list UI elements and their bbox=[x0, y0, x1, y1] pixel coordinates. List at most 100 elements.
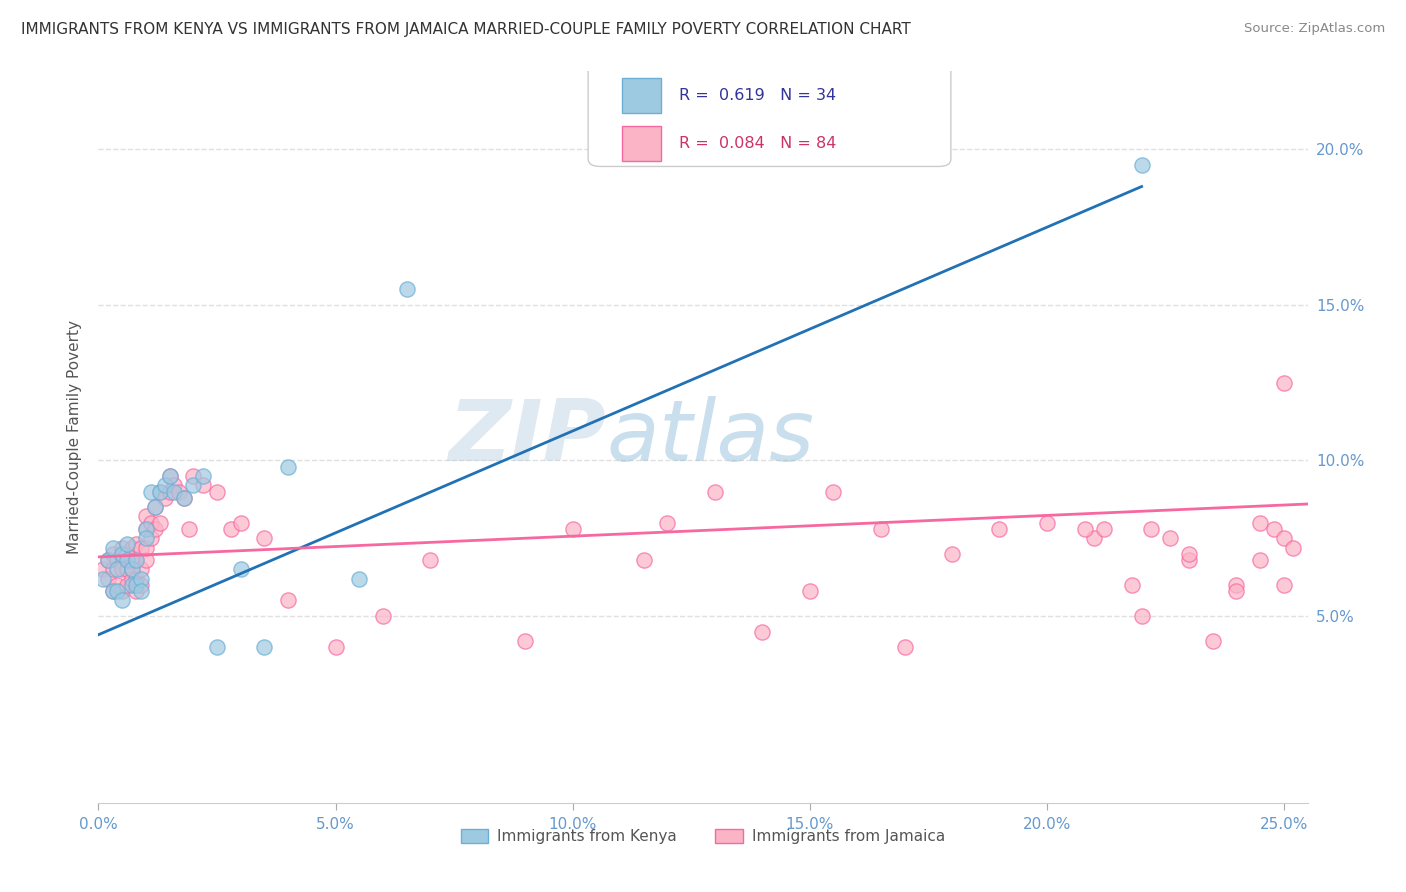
Point bbox=[91, 572, 114, 586]
Point bbox=[167, 484, 190, 499]
Point bbox=[253, 531, 276, 545]
Point bbox=[1121, 578, 1143, 592]
Point bbox=[1178, 547, 1201, 561]
Point bbox=[135, 531, 157, 545]
Point bbox=[135, 541, 157, 555]
Point bbox=[419, 553, 441, 567]
Text: R =  0.084   N = 84: R = 0.084 N = 84 bbox=[679, 136, 837, 152]
Point bbox=[135, 522, 157, 536]
Point bbox=[941, 547, 963, 561]
Point bbox=[121, 553, 143, 567]
Point bbox=[111, 562, 134, 576]
FancyBboxPatch shape bbox=[588, 49, 950, 167]
Point bbox=[97, 553, 120, 567]
Point bbox=[101, 547, 124, 561]
Point bbox=[1036, 516, 1059, 530]
Point bbox=[173, 491, 195, 505]
Point bbox=[105, 562, 128, 576]
Point bbox=[91, 562, 114, 576]
Point bbox=[111, 584, 134, 599]
Point bbox=[129, 562, 152, 576]
Point bbox=[139, 484, 162, 499]
Point bbox=[229, 516, 252, 530]
Point bbox=[163, 484, 186, 499]
Point bbox=[105, 553, 128, 567]
Point bbox=[347, 572, 370, 586]
Point bbox=[129, 578, 152, 592]
Y-axis label: Married-Couple Family Poverty: Married-Couple Family Poverty bbox=[67, 320, 83, 554]
Text: ZIP: ZIP bbox=[449, 395, 606, 479]
Point bbox=[101, 584, 124, 599]
Point bbox=[1225, 578, 1247, 592]
Point bbox=[97, 553, 120, 567]
Point bbox=[1159, 531, 1181, 545]
Point bbox=[751, 624, 773, 639]
Point bbox=[181, 478, 204, 492]
Point bbox=[139, 531, 162, 545]
Point bbox=[159, 469, 181, 483]
Point bbox=[253, 640, 276, 655]
Point bbox=[1140, 522, 1163, 536]
Point bbox=[1073, 522, 1095, 536]
Point bbox=[121, 562, 143, 576]
Point bbox=[1272, 578, 1295, 592]
Point bbox=[115, 553, 138, 567]
Point bbox=[1249, 516, 1271, 530]
Point bbox=[125, 584, 148, 599]
Point bbox=[115, 537, 138, 551]
Point bbox=[125, 553, 148, 567]
Point bbox=[1130, 158, 1153, 172]
Point bbox=[149, 516, 172, 530]
Point bbox=[1202, 634, 1225, 648]
Point bbox=[115, 578, 138, 592]
Point bbox=[135, 509, 157, 524]
Point bbox=[129, 572, 152, 586]
Point bbox=[181, 469, 204, 483]
Point bbox=[219, 522, 242, 536]
Point bbox=[1263, 522, 1285, 536]
Point bbox=[325, 640, 347, 655]
Point bbox=[149, 484, 172, 499]
Point bbox=[205, 640, 228, 655]
Point bbox=[561, 522, 583, 536]
Point bbox=[177, 522, 200, 536]
Point bbox=[121, 578, 143, 592]
Point bbox=[143, 500, 166, 515]
Point bbox=[1272, 531, 1295, 545]
Point bbox=[163, 478, 186, 492]
Point bbox=[129, 584, 152, 599]
Point bbox=[893, 640, 915, 655]
Point bbox=[135, 553, 157, 567]
Point bbox=[1092, 522, 1115, 536]
Point bbox=[633, 553, 655, 567]
Point bbox=[1272, 376, 1295, 390]
Point bbox=[153, 491, 176, 505]
Point bbox=[143, 500, 166, 515]
Point bbox=[371, 609, 394, 624]
Point bbox=[143, 522, 166, 536]
Point bbox=[205, 484, 228, 499]
Point bbox=[1130, 609, 1153, 624]
Text: IMMIGRANTS FROM KENYA VS IMMIGRANTS FROM JAMAICA MARRIED-COUPLE FAMILY POVERTY C: IMMIGRANTS FROM KENYA VS IMMIGRANTS FROM… bbox=[21, 22, 911, 37]
Point bbox=[111, 593, 134, 607]
Point bbox=[277, 593, 299, 607]
Point bbox=[191, 478, 214, 492]
Point bbox=[121, 562, 143, 576]
Point bbox=[159, 484, 181, 499]
Point bbox=[988, 522, 1011, 536]
FancyBboxPatch shape bbox=[621, 126, 661, 161]
Point bbox=[129, 541, 152, 555]
Point bbox=[101, 584, 124, 599]
Text: atlas: atlas bbox=[606, 395, 814, 479]
Point bbox=[1225, 584, 1247, 599]
Point bbox=[149, 484, 172, 499]
Point bbox=[125, 572, 148, 586]
Point bbox=[657, 516, 679, 530]
Point bbox=[869, 522, 891, 536]
Point bbox=[115, 562, 138, 576]
Point bbox=[229, 562, 252, 576]
Point bbox=[1282, 541, 1305, 555]
Point bbox=[125, 553, 148, 567]
Point bbox=[139, 516, 162, 530]
Point bbox=[125, 537, 148, 551]
